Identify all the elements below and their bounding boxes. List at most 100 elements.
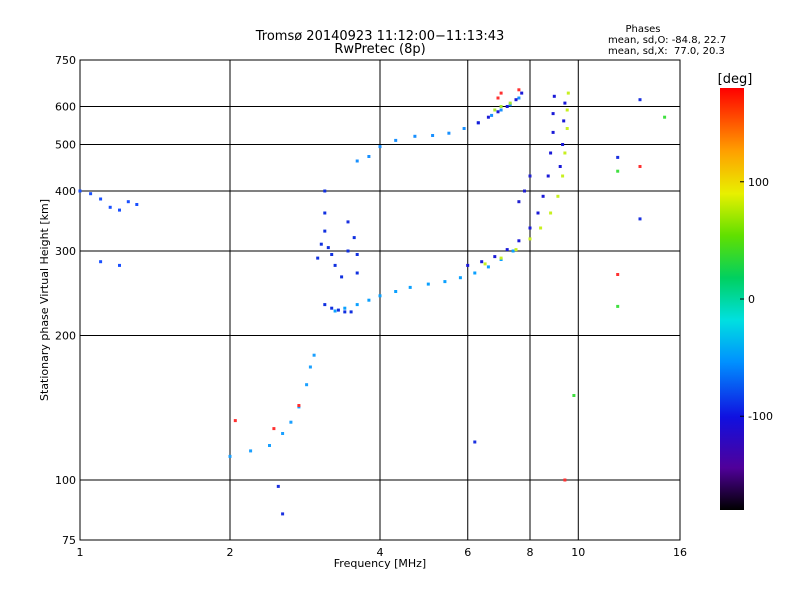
data-point	[378, 145, 382, 149]
series-f2-o-trace-upper	[517, 174, 532, 204]
data-point	[323, 189, 327, 193]
data-point	[476, 121, 480, 125]
data-point	[511, 249, 515, 253]
data-point	[561, 143, 565, 146]
series-low-frequency-echoes	[78, 189, 139, 267]
y-tick-label: 500	[55, 139, 76, 152]
x-tick-label: 10	[571, 546, 585, 559]
x-tick-label: 1	[77, 546, 84, 559]
data-point	[89, 192, 93, 196]
x-axis-label: Frequency [MHz]	[334, 557, 426, 570]
y-axis-ticks: 75 100 200 300 400 500 600 750	[55, 54, 76, 547]
data-point	[367, 155, 371, 158]
data-point	[565, 127, 569, 130]
data-point	[552, 94, 556, 98]
data-point	[343, 310, 347, 314]
data-point	[458, 276, 462, 280]
data-points	[78, 88, 667, 516]
data-point	[505, 105, 509, 108]
x-tick-label: 8	[527, 546, 534, 559]
y-tick-label: 100	[55, 474, 76, 487]
data-point	[549, 211, 553, 215]
data-point	[272, 427, 276, 431]
data-point	[483, 262, 487, 266]
data-point	[289, 420, 293, 424]
data-point	[616, 169, 620, 173]
data-point	[493, 108, 497, 112]
data-point	[496, 96, 500, 100]
data-point	[466, 263, 470, 267]
data-point	[499, 91, 503, 95]
data-point	[616, 304, 620, 308]
data-point	[514, 98, 518, 102]
data-point	[326, 246, 330, 250]
stats-x-line: mean, sd,X: 77.0, 20.3	[608, 46, 725, 57]
data-point	[499, 108, 503, 112]
colorbar-label: [deg]	[718, 72, 753, 87]
data-point	[323, 303, 327, 307]
series-multihop-upper-blue	[476, 91, 524, 125]
data-point	[517, 239, 521, 243]
data-point	[99, 260, 103, 264]
series-f2-x-trace	[483, 91, 570, 266]
series-f2-x-trace-mixed	[558, 101, 567, 168]
x-axis-ticks: 1 2 4 6 8 10 16	[77, 546, 688, 559]
data-point	[333, 309, 337, 313]
chart-title: Tromsø 20140923 11:12:00−11:13:43	[255, 29, 505, 44]
data-point	[556, 194, 560, 198]
data-point	[319, 242, 323, 246]
y-tick-label: 400	[55, 185, 76, 198]
data-point	[493, 255, 497, 259]
data-point	[572, 394, 576, 397]
data-point	[462, 127, 466, 130]
y-tick-label: 200	[55, 330, 76, 343]
data-point	[443, 280, 447, 284]
data-point	[520, 91, 524, 95]
data-point	[99, 197, 103, 201]
data-point	[508, 101, 512, 105]
data-point	[249, 449, 253, 453]
data-point	[499, 256, 503, 260]
data-point	[523, 189, 526, 193]
stats-header: Phases	[625, 24, 660, 35]
data-point	[343, 306, 347, 310]
data-point	[517, 88, 521, 92]
data-point	[305, 383, 309, 387]
data-point	[549, 151, 553, 155]
data-point	[536, 211, 540, 215]
data-point	[355, 303, 359, 307]
data-point	[551, 112, 555, 116]
series-scattered-blue	[276, 98, 642, 516]
series-multihop-upper-green	[493, 101, 512, 112]
data-point	[228, 454, 232, 458]
data-point	[316, 256, 320, 260]
data-point	[496, 110, 500, 114]
x-tick-label: 4	[377, 546, 384, 559]
data-point	[486, 265, 490, 269]
x-tick-label: 2	[227, 546, 234, 559]
data-point	[346, 249, 350, 253]
data-point	[413, 134, 417, 138]
data-point	[135, 203, 139, 206]
data-point	[508, 103, 512, 107]
colorbar-tick-label: -100	[748, 410, 773, 423]
colorbar-tick-label: 100	[748, 176, 769, 189]
x-tick-label: 16	[673, 546, 687, 559]
colorbar-tick-label: 0	[748, 293, 755, 306]
data-point	[616, 273, 620, 276]
x-tick-label: 6	[464, 546, 471, 559]
colorbar-ticks: 100 0 -100	[740, 176, 773, 423]
data-point	[447, 131, 451, 135]
grid-lines	[80, 60, 680, 540]
data-point	[431, 134, 435, 137]
data-point	[486, 115, 490, 119]
data-point	[323, 211, 327, 215]
data-point	[367, 298, 371, 302]
data-point	[312, 353, 316, 357]
data-point	[268, 444, 271, 447]
data-point	[330, 253, 334, 256]
y-tick-label: 75	[62, 534, 76, 547]
data-point	[355, 253, 359, 256]
data-point	[539, 226, 543, 230]
